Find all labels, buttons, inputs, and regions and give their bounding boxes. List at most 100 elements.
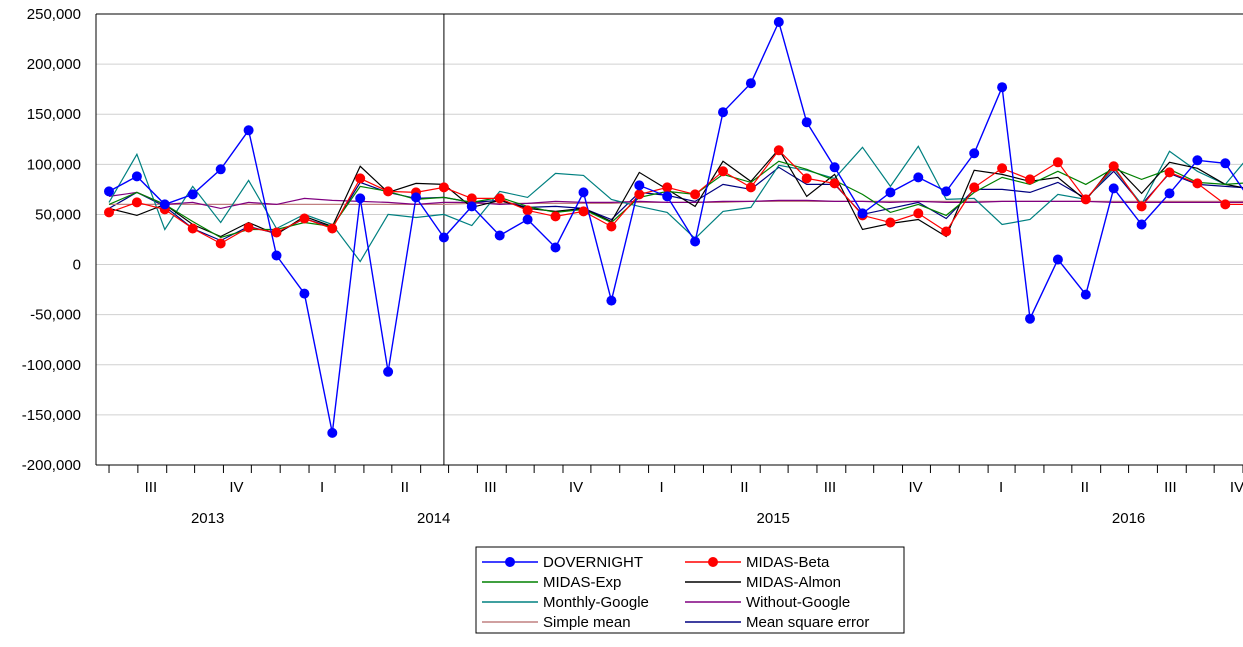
point-midas-beta xyxy=(1108,161,1119,172)
y-tick-label: -50,000 xyxy=(30,307,81,324)
x-quarter-label: IV xyxy=(569,479,583,496)
point-dovernight xyxy=(131,171,142,182)
point-midas-beta xyxy=(355,173,366,184)
point-midas-beta xyxy=(550,211,561,222)
legend-label: MIDAS-Almon xyxy=(746,574,841,591)
point-dovernight xyxy=(857,208,868,219)
y-tick-label: -100,000 xyxy=(22,357,81,374)
y-tick-label: 150,000 xyxy=(27,106,81,123)
x-quarter-label: III xyxy=(484,479,497,496)
y-tick-label: 0 xyxy=(73,257,81,274)
x-quarter-label: III xyxy=(145,479,158,496)
point-dovernight xyxy=(773,17,784,27)
point-midas-beta xyxy=(997,163,1008,174)
point-dovernight xyxy=(718,107,728,118)
point-dovernight xyxy=(299,288,310,299)
point-midas-beta xyxy=(1136,201,1147,212)
x-year-label: 2015 xyxy=(757,510,790,527)
x-quarter-label: IV xyxy=(1230,479,1243,496)
point-dovernight xyxy=(494,230,505,241)
point-midas-beta xyxy=(215,238,226,249)
x-quarter-label: I xyxy=(320,479,324,496)
point-midas-beta xyxy=(885,217,896,228)
point-dovernight xyxy=(606,295,617,306)
point-midas-beta xyxy=(773,145,784,156)
x-year-label: 2014 xyxy=(417,510,450,527)
legend-label: Without-Google xyxy=(746,594,850,611)
point-dovernight xyxy=(1136,219,1147,230)
point-dovernight xyxy=(327,427,338,438)
point-dovernight xyxy=(885,187,896,198)
point-midas-beta xyxy=(494,193,505,204)
x-quarter-label: III xyxy=(1164,479,1177,496)
point-midas-beta xyxy=(466,193,477,204)
point-midas-beta xyxy=(243,222,254,233)
point-midas-beta xyxy=(718,166,728,177)
x-quarter-label: IV xyxy=(229,479,243,496)
gridlines xyxy=(96,13,1243,466)
point-dovernight xyxy=(522,214,533,225)
point-dovernight xyxy=(1108,183,1119,194)
point-midas-beta xyxy=(634,189,645,200)
point-dovernight xyxy=(355,193,366,204)
series-line-midas-exp xyxy=(108,160,1243,239)
point-midas-beta xyxy=(383,186,394,197)
point-dovernight xyxy=(745,78,756,89)
x-quarter-label: II xyxy=(401,479,409,496)
point-dovernight xyxy=(438,232,449,243)
point-dovernight xyxy=(1192,155,1203,166)
point-midas-beta xyxy=(104,207,114,218)
point-midas-beta xyxy=(1052,157,1063,168)
series-line-without-google xyxy=(108,191,1243,210)
point-midas-beta xyxy=(969,182,980,193)
point-midas-beta xyxy=(801,173,812,184)
series-markers xyxy=(104,17,1231,438)
series-line-dovernight xyxy=(108,19,1243,434)
point-dovernight xyxy=(1220,158,1231,169)
point-dovernight xyxy=(383,366,394,377)
point-dovernight xyxy=(913,172,924,183)
point-dovernight xyxy=(159,199,170,210)
x-year-label: 2013 xyxy=(191,510,224,527)
point-dovernight xyxy=(578,187,589,198)
legend-label: DOVERNIGHT xyxy=(543,554,643,571)
y-tick-label: -200,000 xyxy=(22,457,81,474)
legend-label: Simple mean xyxy=(543,614,631,631)
x-quarter-label: I xyxy=(999,479,1003,496)
point-dovernight xyxy=(969,148,980,159)
y-tick-label: 250,000 xyxy=(27,6,81,23)
point-dovernight xyxy=(550,242,561,253)
point-midas-beta xyxy=(829,178,840,189)
point-midas-beta xyxy=(299,213,310,224)
point-midas-beta xyxy=(1192,178,1203,189)
point-dovernight xyxy=(104,186,114,197)
legend-label: Monthly-Google xyxy=(543,594,649,611)
point-midas-beta xyxy=(913,208,924,219)
legend-label: MIDAS-Beta xyxy=(746,554,830,571)
point-dovernight xyxy=(411,192,421,203)
y-tick-label: 200,000 xyxy=(27,56,81,73)
point-dovernight xyxy=(466,201,477,212)
legend: DOVERNIGHT MIDAS-Beta MIDAS-Exp MIDAS-Almon… xyxy=(475,546,905,634)
point-midas-beta xyxy=(578,206,589,217)
legend-label: Mean square error xyxy=(746,614,869,631)
point-dovernight xyxy=(1080,289,1091,300)
point-midas-beta xyxy=(271,227,282,238)
point-midas-beta xyxy=(1025,174,1035,185)
point-midas-beta xyxy=(131,197,142,208)
legend-swatch-marker xyxy=(505,557,515,567)
point-midas-beta xyxy=(522,205,533,216)
point-midas-beta xyxy=(187,223,198,234)
point-dovernight xyxy=(271,250,282,261)
legend-swatch-marker xyxy=(708,557,718,567)
point-dovernight xyxy=(1052,254,1063,265)
point-midas-beta xyxy=(1080,194,1091,205)
point-dovernight xyxy=(187,189,198,200)
y-tick-label: 100,000 xyxy=(27,156,81,173)
x-quarter-label: III xyxy=(824,479,837,496)
point-dovernight xyxy=(829,162,840,173)
point-midas-beta xyxy=(1220,199,1231,210)
axes: 250,000 200,000 150,000 100,000 50,000 0 -50,0… xyxy=(22,6,1243,527)
